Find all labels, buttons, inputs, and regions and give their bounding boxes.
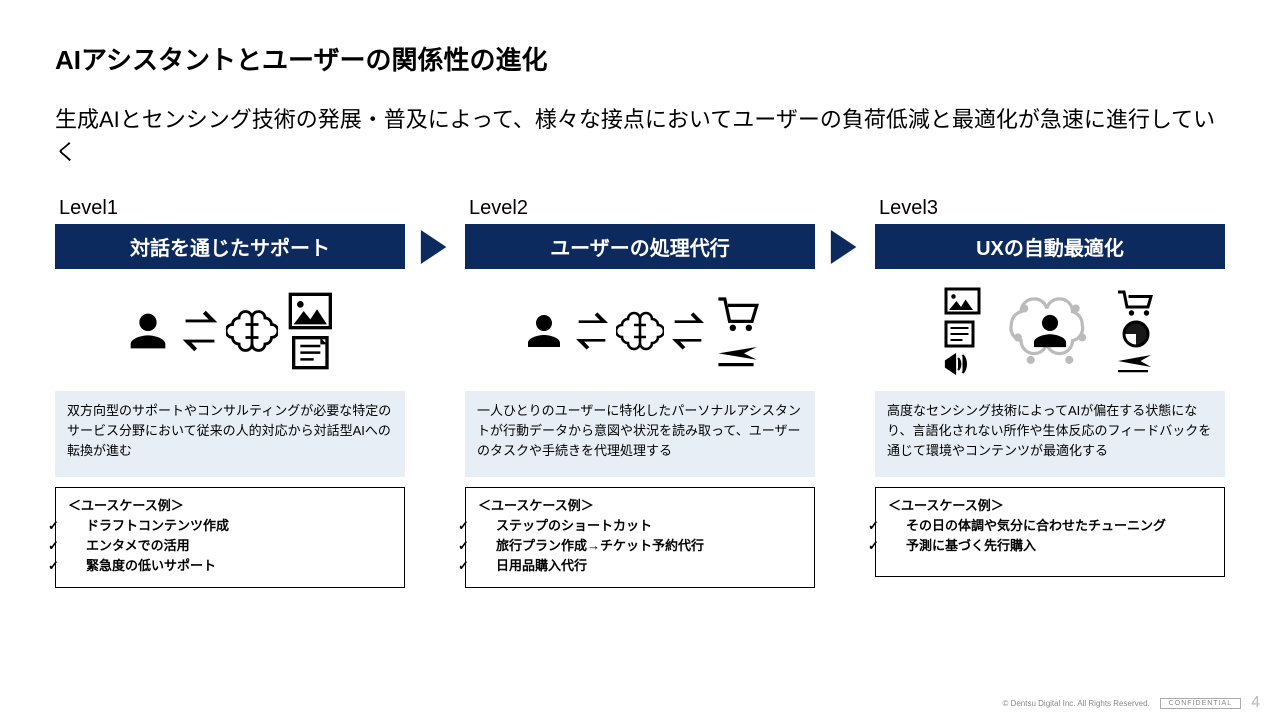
usecase-item: ドラフトコンテンツ作成 — [68, 516, 392, 536]
brain-icon — [226, 305, 278, 357]
level-2-icons — [465, 281, 815, 381]
usecase-item: 緊急度の低いサポート — [68, 556, 392, 576]
level-1-header: 対話を通じたサポート — [55, 224, 405, 269]
user-icon — [520, 307, 568, 355]
level-3-icons — [875, 281, 1225, 381]
usecase-item: 旅行プラン作成→チケット予約代行 — [478, 536, 802, 556]
level-2-label: Level2 — [465, 197, 815, 220]
media-icons-right — [1108, 286, 1164, 376]
footer-copyright: © Dentsu Digital Inc. All Rights Reserve… — [1002, 699, 1149, 708]
cart-plane-icons — [712, 291, 760, 371]
level-3-header: UXの自動最適化 — [875, 224, 1225, 269]
brain-icon — [616, 307, 664, 355]
level-3-description: 高度なセンシング技術によってAIが偏在する状態になり、言語化されない所作や生体反… — [875, 391, 1225, 477]
level-3-label: Level3 — [875, 197, 1225, 220]
page-subtitle: 生成AIとセンシング技術の発展・普及によって、様々な接点においてユーザーの負荷低… — [55, 103, 1225, 169]
usecase-item: 予測に基づく先行購入 — [888, 536, 1212, 556]
ambient-brain-user-icon — [1000, 286, 1100, 376]
footer-confidential: CONFIDENTIAL — [1160, 698, 1241, 709]
user-icon — [122, 305, 174, 357]
page-title: AIアシスタントとユーザーの関係性の進化 — [55, 40, 1225, 77]
level-3-column: Level3 UXの自動最適化 — [875, 197, 1225, 577]
usecase-item: 日用品購入代行 — [478, 556, 802, 576]
usecase-item: エンタメでの活用 — [68, 536, 392, 556]
footer: © Dentsu Digital Inc. All Rights Reserve… — [1002, 694, 1260, 712]
level-2-header: ユーザーの処理代行 — [465, 224, 815, 269]
arrow-2 — [815, 197, 875, 267]
media-icons-left — [936, 286, 992, 376]
level-1-column: Level1 対話を通じたサポート 双方向型のサポートやコンサルティングが必要な… — [55, 197, 405, 588]
level-2-usecases: ＜ユースケース例＞ ステップのショートカット 旅行プラン作成→チケット予約代行 … — [465, 487, 815, 588]
usecase-item: その日の体調や気分に合わせたチューニング — [888, 516, 1212, 536]
level-2-description: 一人ひとりのユーザーに特化したパーソナルアシスタントが行動データから意図や状況を… — [465, 391, 815, 477]
image-document-icons — [286, 291, 338, 371]
level-1-description: 双方向型のサポートやコンサルティングが必要な特定のサービス分野において従来の人的… — [55, 391, 405, 477]
bidirectional-arrows-icon — [576, 307, 608, 355]
level-1-icons — [55, 281, 405, 381]
level-1-label: Level1 — [55, 197, 405, 220]
level-1-usecases: ＜ユースケース例＞ ドラフトコンテンツ作成 エンタメでの活用 緊急度の低いサポー… — [55, 487, 405, 588]
usecase-header: ＜ユースケース例＞ — [68, 496, 392, 516]
bidirectional-arrows-icon — [182, 305, 218, 357]
bidirectional-arrows-icon — [672, 307, 704, 355]
arrow-1 — [405, 197, 465, 267]
level-2-column: Level2 ユーザーの処理代行 一人ひとりのユーザーに特化したパーソナルアシス… — [465, 197, 815, 588]
page-number: 4 — [1251, 694, 1260, 712]
level-3-usecases: ＜ユースケース例＞ その日の体調や気分に合わせたチューニング 予測に基づく先行購… — [875, 487, 1225, 577]
usecase-header: ＜ユースケース例＞ — [888, 496, 1212, 516]
usecase-header: ＜ユースケース例＞ — [478, 496, 802, 516]
levels-container: Level1 対話を通じたサポート 双方向型のサポートやコンサルティングが必要な… — [55, 197, 1225, 588]
usecase-item: ステップのショートカット — [478, 516, 802, 536]
